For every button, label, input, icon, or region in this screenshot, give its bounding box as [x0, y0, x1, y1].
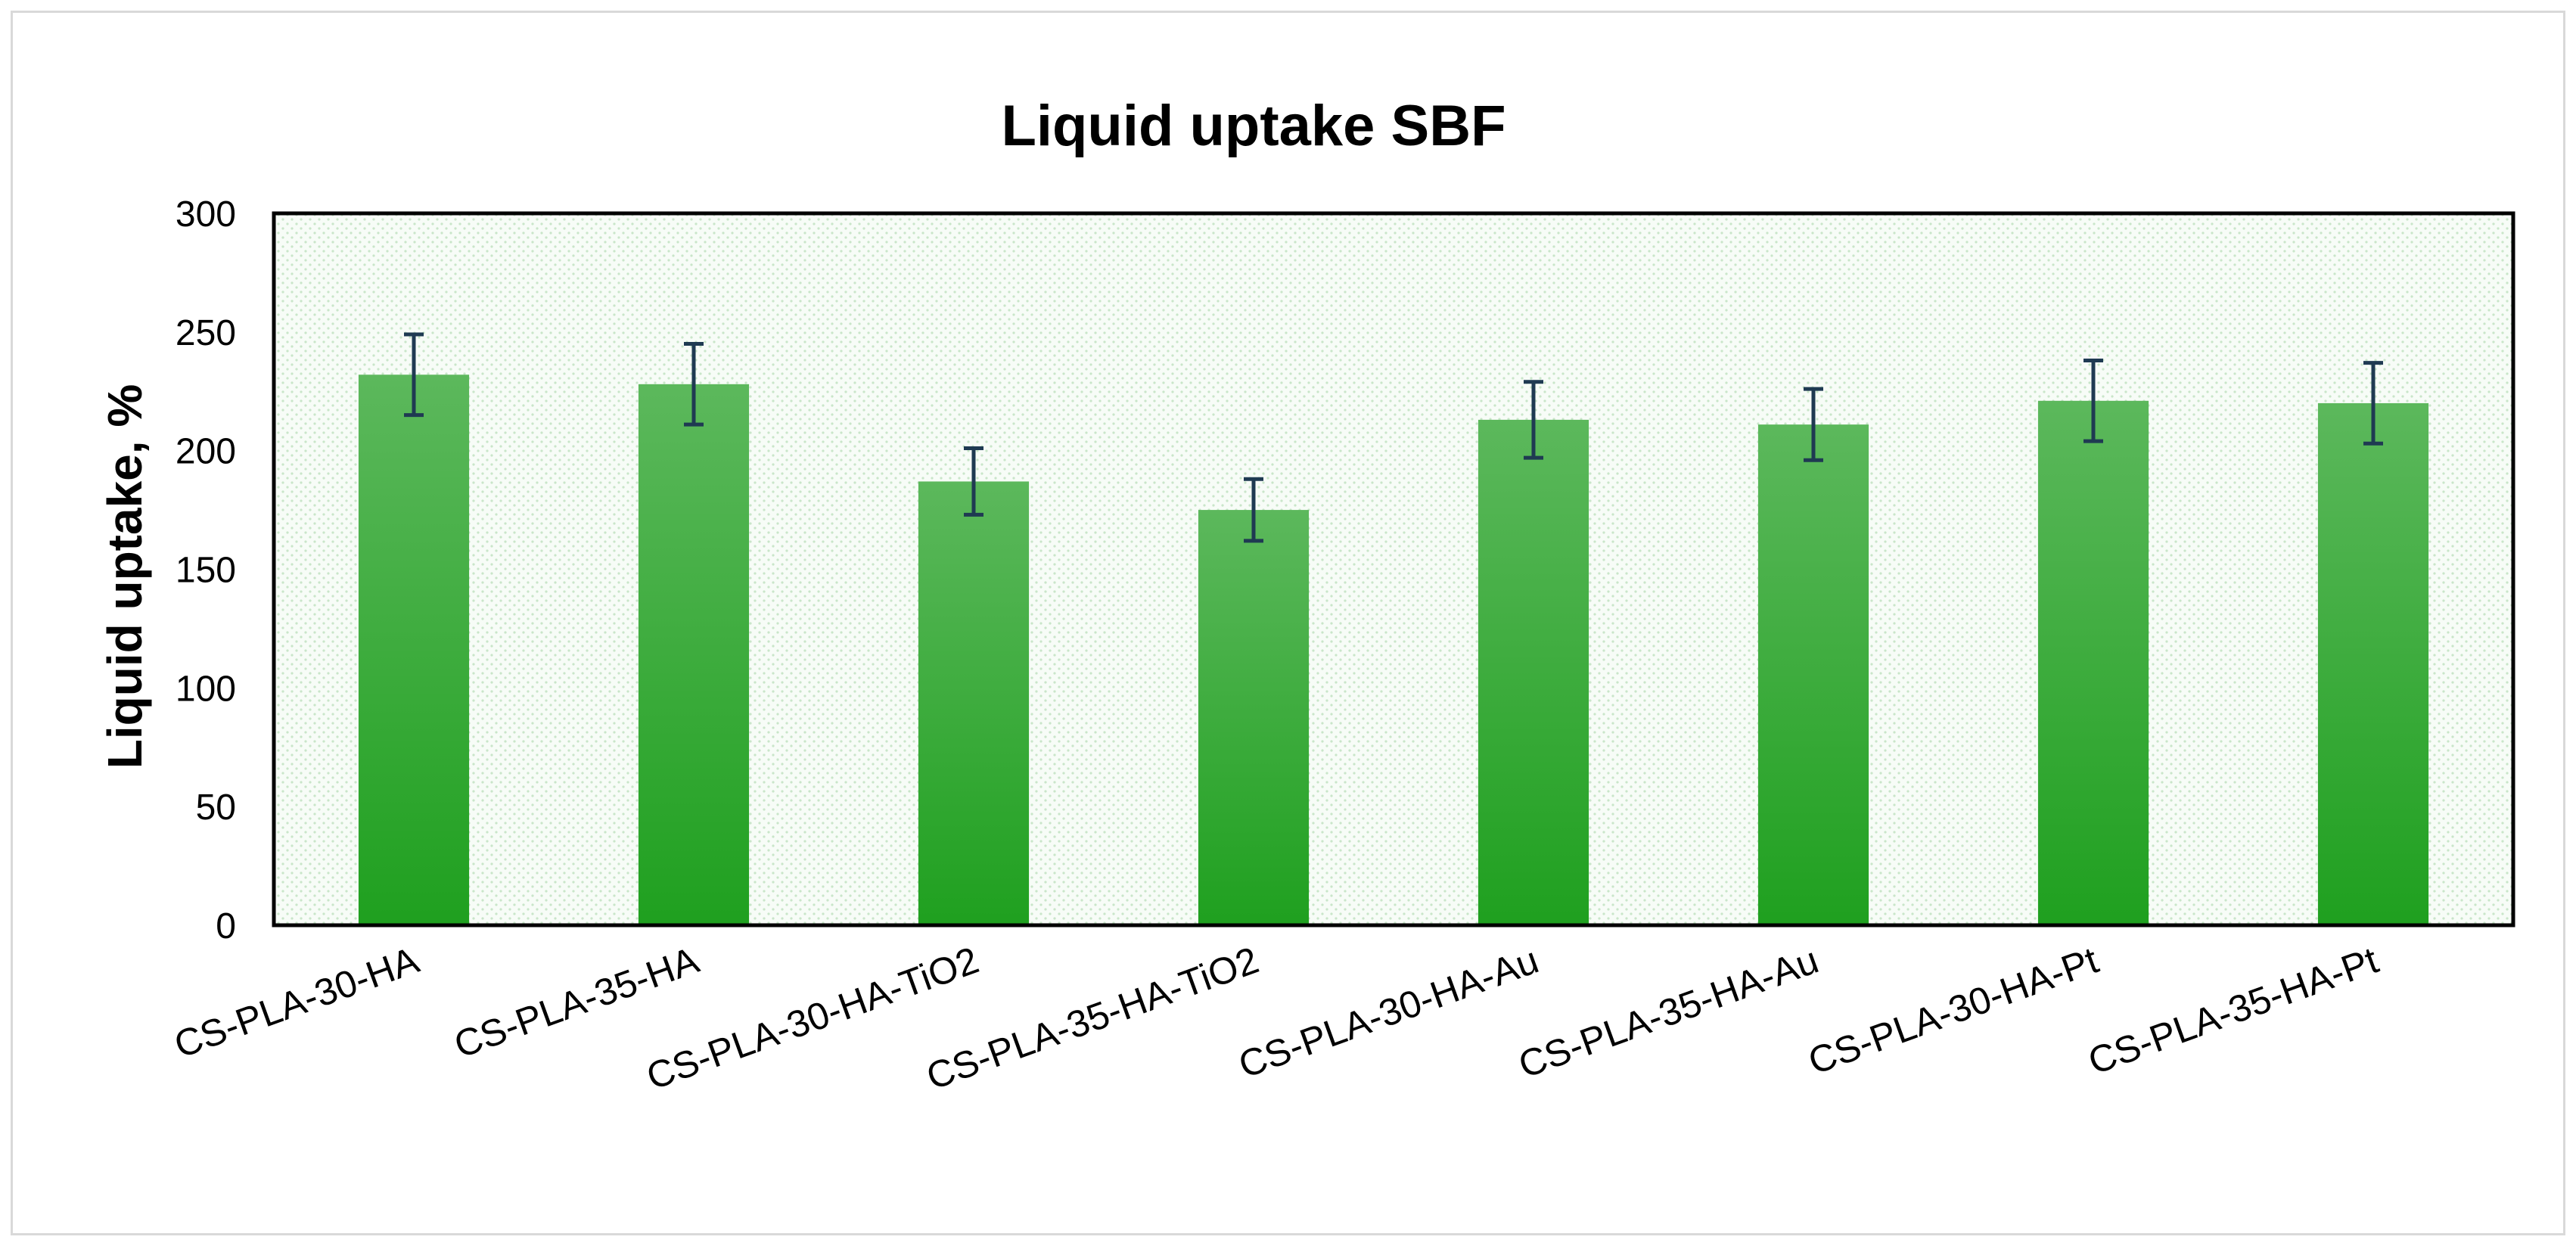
error-bar — [404, 332, 424, 418]
error-bar — [1524, 380, 1543, 460]
bar — [638, 384, 750, 926]
y-tick-label: 0 — [216, 906, 236, 946]
bar — [1198, 510, 1310, 925]
bar — [918, 481, 1030, 925]
y-tick-label: 150 — [176, 551, 236, 591]
x-tick-label: CS-PLA-35-HA-Pt — [2083, 939, 2384, 1083]
x-tick-label: CS-PLA-35-HA-Au — [1513, 939, 1824, 1086]
error-bar — [2363, 361, 2383, 446]
bar — [2317, 402, 2429, 925]
x-tick-label: CS-PLA-35-HA — [449, 938, 704, 1066]
error-bar — [964, 446, 983, 517]
bar — [358, 374, 470, 925]
x-axis-ticks: CS-PLA-30-HA CS-PLA-35-HACS-PLA-30-HA-TiO… — [169, 938, 2384, 1098]
y-tick-label: 100 — [176, 669, 236, 709]
y-tick-label: 50 — [196, 788, 236, 828]
x-tick-label: CS-PLA-30-HA-Au — [1233, 939, 1544, 1086]
y-tick-label: 200 — [176, 432, 236, 472]
chart-frame: Liquid uptake SBF Liquid uptake, % 0 50 10… — [11, 11, 2565, 1235]
error-bar — [1804, 387, 1823, 462]
error-bar — [684, 342, 704, 427]
bar-chart: Liquid uptake SBF Liquid uptake, % 0 50 10… — [98, 94, 2515, 1098]
bar — [1478, 419, 1589, 925]
x-tick-label: CS-PLA-30-HA — [169, 938, 424, 1066]
y-tick-label: 250 — [176, 313, 236, 353]
error-bar — [1244, 477, 1263, 543]
plot-border — [272, 211, 2515, 928]
error-bar — [2083, 358, 2103, 443]
bars-layer — [358, 374, 2429, 926]
y-axis-ticks: 0 50 100 150 200 250 300 — [176, 194, 236, 946]
plot-area — [274, 213, 2513, 925]
y-tick-label: 300 — [176, 194, 236, 235]
bar — [2037, 400, 2149, 925]
y-axis-label: Liquid uptake, % — [98, 384, 152, 769]
x-tick-label: CS-PLA-30-HA-Pt — [1803, 939, 2104, 1083]
bar — [1757, 424, 1869, 925]
error-bars-layer — [404, 332, 2383, 543]
chart-title: Liquid uptake SBF — [1001, 94, 1506, 158]
